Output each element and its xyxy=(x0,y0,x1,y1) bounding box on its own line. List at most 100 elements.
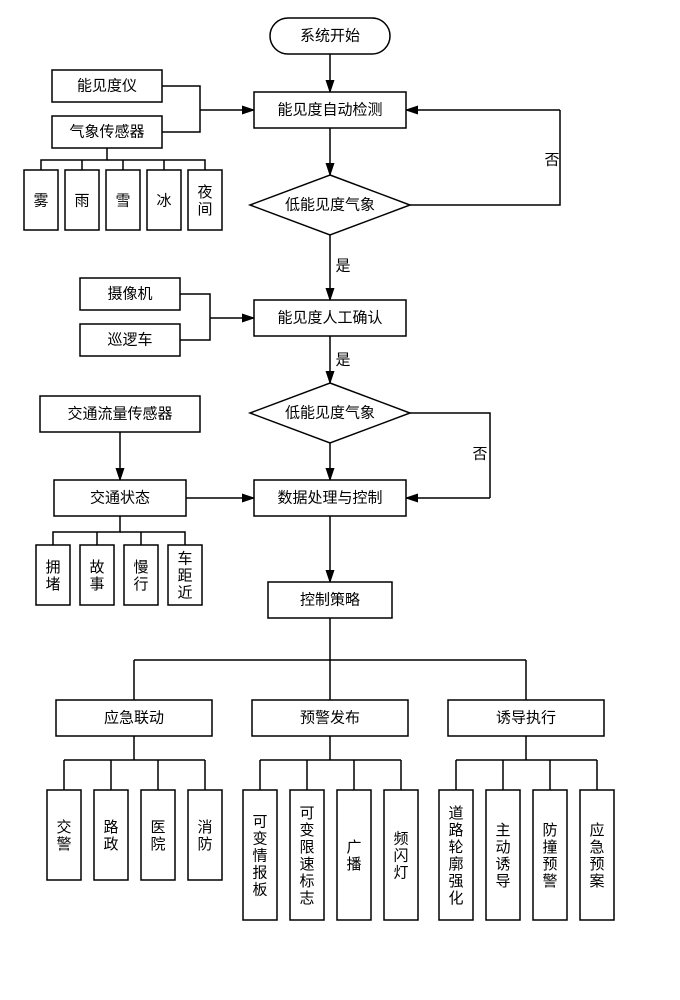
svg-text:医: 医 xyxy=(150,819,165,836)
node-g2: 主动诱导 xyxy=(486,790,520,920)
svg-text:政: 政 xyxy=(103,836,118,853)
node-e1: 交警 xyxy=(47,790,81,880)
svg-text:闪: 闪 xyxy=(393,848,408,865)
svg-text:防: 防 xyxy=(197,836,212,853)
svg-text:限: 限 xyxy=(299,839,314,856)
node-patrol: 巡逻车 xyxy=(80,324,180,356)
node-g3: 防撞预警 xyxy=(533,790,567,920)
svg-text:防: 防 xyxy=(542,822,557,839)
node-w4: 频闪灯 xyxy=(384,790,418,920)
svg-text:能见度仪: 能见度仪 xyxy=(77,78,137,95)
node-emerg: 应急联动 xyxy=(56,700,212,736)
edge xyxy=(162,110,200,132)
svg-text:预: 预 xyxy=(589,856,604,873)
svg-text:变: 变 xyxy=(252,831,267,848)
node-w2: 可变限速标志 xyxy=(290,790,324,920)
svg-text:应急联动: 应急联动 xyxy=(104,709,164,727)
svg-text:灯: 灯 xyxy=(393,865,408,882)
svg-text:慢: 慢 xyxy=(133,559,148,576)
edge xyxy=(180,318,210,340)
node-warn: 预警发布 xyxy=(252,700,408,736)
node-g4: 应急预案 xyxy=(580,790,614,920)
svg-text:消: 消 xyxy=(197,819,212,836)
edge xyxy=(410,110,560,205)
svg-text:堵: 堵 xyxy=(45,576,60,593)
edge xyxy=(120,532,185,545)
svg-text:诱: 诱 xyxy=(495,856,510,873)
svg-text:雪: 雪 xyxy=(115,193,130,210)
svg-text:交通流量传感器: 交通流量传感器 xyxy=(67,405,172,423)
svg-text:距: 距 xyxy=(177,568,192,585)
svg-text:情: 情 xyxy=(252,848,267,865)
node-wx3: 雪 xyxy=(106,170,140,230)
svg-text:轮: 轮 xyxy=(448,839,463,856)
svg-text:警: 警 xyxy=(56,836,71,853)
svg-text:交通状态: 交通状态 xyxy=(90,489,150,507)
svg-text:路: 路 xyxy=(448,822,463,839)
node-camera: 摄像机 xyxy=(80,278,180,310)
node-e2: 路政 xyxy=(94,790,128,880)
edge xyxy=(53,516,120,545)
node-w1: 可变情报板 xyxy=(243,790,277,920)
svg-text:雨: 雨 xyxy=(74,193,89,210)
svg-text:低能见度气象: 低能见度气象 xyxy=(285,197,375,214)
node-start: 系统开始 xyxy=(270,18,390,54)
svg-text:频: 频 xyxy=(393,831,408,848)
node-w3: 广播 xyxy=(337,790,371,920)
node-ctrlPolicy: 控制策略 xyxy=(268,582,392,618)
node-e4: 消防 xyxy=(188,790,222,880)
edge-label: 是 xyxy=(335,258,350,275)
node-ts1: 拥堵 xyxy=(36,545,70,605)
node-visAuto: 能见度自动检测 xyxy=(254,92,406,128)
svg-text:预: 预 xyxy=(542,856,557,873)
node-g1: 道路轮廓强化 xyxy=(439,790,473,920)
edge xyxy=(162,86,200,110)
svg-text:应: 应 xyxy=(589,821,604,839)
svg-text:数据处理与控制: 数据处理与控制 xyxy=(277,490,382,507)
svg-text:预警发布: 预警发布 xyxy=(300,710,360,727)
node-wx4: 冰 xyxy=(147,170,181,230)
svg-text:近: 近 xyxy=(177,585,192,602)
svg-text:标: 标 xyxy=(299,873,314,890)
svg-text:摄像机: 摄像机 xyxy=(107,286,152,303)
edge xyxy=(180,294,210,318)
node-visMan: 能见度人工确认 xyxy=(254,300,406,336)
svg-text:变: 变 xyxy=(299,822,314,839)
svg-text:间: 间 xyxy=(197,201,212,218)
svg-text:控制策略: 控制策略 xyxy=(300,592,360,609)
svg-text:气象传感器: 气象传感器 xyxy=(69,124,144,141)
svg-text:车: 车 xyxy=(177,551,192,568)
node-ts2: 故事 xyxy=(80,545,114,605)
svg-text:警: 警 xyxy=(542,873,557,890)
node-trafficState: 交通状态 xyxy=(54,480,186,516)
edge-label: 是 xyxy=(335,352,350,369)
node-e3: 医院 xyxy=(141,790,175,880)
svg-text:导: 导 xyxy=(495,873,510,890)
svg-text:可: 可 xyxy=(299,805,314,822)
node-dataProc: 数据处理与控制 xyxy=(254,480,406,516)
edge-label: 否 xyxy=(472,446,487,463)
svg-text:能见度人工确认: 能见度人工确认 xyxy=(277,310,382,327)
svg-text:系统开始: 系统开始 xyxy=(300,28,360,45)
svg-text:速: 速 xyxy=(299,856,314,873)
node-ts3: 慢行 xyxy=(124,545,158,605)
svg-text:诱导执行: 诱导执行 xyxy=(496,710,556,727)
svg-text:强: 强 xyxy=(448,873,463,890)
svg-text:雾: 雾 xyxy=(33,193,48,210)
svg-text:广: 广 xyxy=(346,839,361,856)
svg-text:路: 路 xyxy=(103,819,118,836)
svg-text:播: 播 xyxy=(346,856,361,873)
svg-text:撞: 撞 xyxy=(542,838,557,856)
svg-text:廓: 廓 xyxy=(448,856,463,873)
svg-text:板: 板 xyxy=(252,881,267,899)
svg-text:道: 道 xyxy=(448,805,463,822)
svg-text:可: 可 xyxy=(252,814,267,831)
edge xyxy=(41,148,107,170)
node-visMeter: 能见度仪 xyxy=(52,70,162,102)
svg-text:事: 事 xyxy=(89,576,104,593)
node-guide: 诱导执行 xyxy=(448,700,604,736)
svg-text:夜: 夜 xyxy=(197,184,212,201)
node-dec1: 低能见度气象 xyxy=(250,175,410,235)
svg-text:行: 行 xyxy=(133,576,148,593)
node-wx1: 雾 xyxy=(24,170,58,230)
